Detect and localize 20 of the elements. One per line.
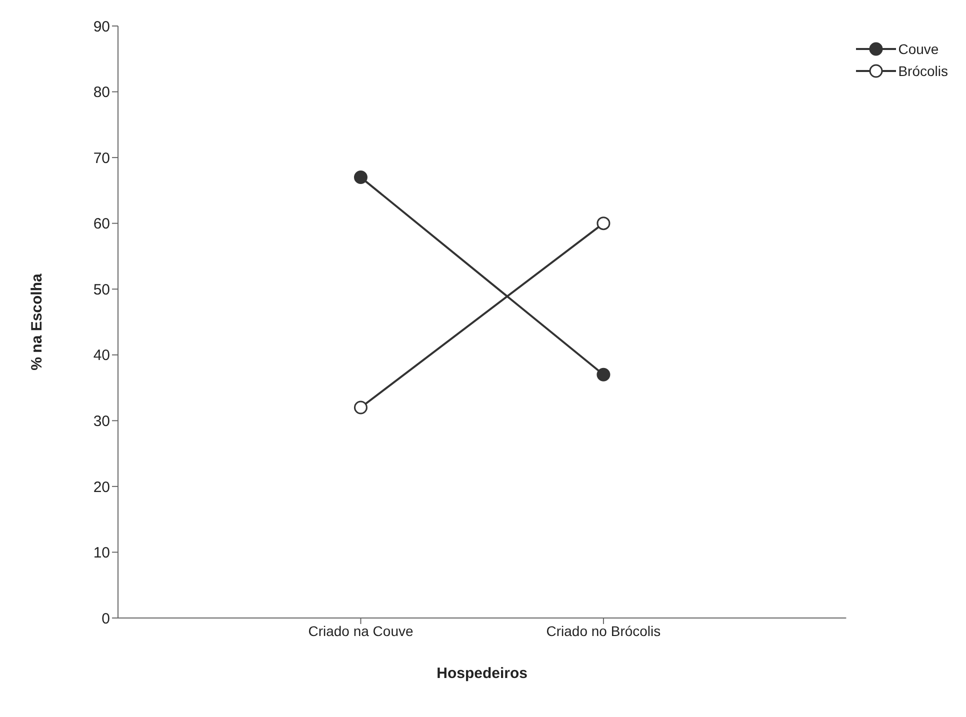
point (596, 216, 610, 230)
y-tick-label: 50 (93, 281, 110, 298)
y-tick-label: 20 (93, 478, 110, 496)
legend-label: Brócolis (898, 63, 948, 79)
legend-label: Couve (898, 41, 939, 57)
y-tick-label: 60 (93, 216, 110, 233)
point (354, 400, 368, 414)
x-tick-label: Criado na Couve (308, 622, 414, 639)
x-axis-title: Hospedeiros (436, 665, 528, 682)
x-tick-label: Criado no Brócolis (546, 622, 661, 639)
y-tick-label: 30 (93, 412, 110, 430)
y-tick-label: 40 (93, 347, 110, 364)
y-tick-label: 90 (93, 18, 110, 36)
y-tick-label: 10 (93, 544, 110, 562)
point (596, 368, 610, 382)
y-axis-title: % na Escolha (28, 272, 46, 370)
point (354, 170, 368, 184)
y-tick-label: 80 (93, 84, 110, 102)
y-tick-label: 70 (93, 150, 110, 167)
y-tick-label: 0 (102, 610, 110, 628)
